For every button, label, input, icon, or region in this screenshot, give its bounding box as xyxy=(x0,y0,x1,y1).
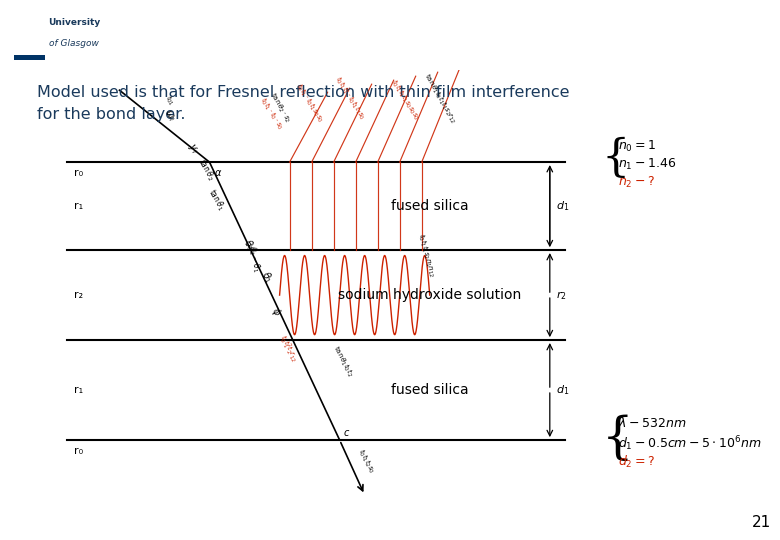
Text: $t_0 t_1 t_1 s_2 n_1 n_{12}$: $t_0 t_1 t_1 s_2 n_1 n_{12}$ xyxy=(415,232,437,278)
Text: r₀: r₀ xyxy=(74,446,83,456)
Text: University: University xyxy=(48,18,100,27)
Text: $\tan\theta_1$: $\tan\theta_1$ xyxy=(204,187,227,214)
Text: {: { xyxy=(602,137,630,180)
Text: $d_1 - 0.5cm - 5\cdot10^6nm$: $d_1 - 0.5cm - 5\cdot10^6nm$ xyxy=(618,434,761,453)
Text: $c$: $c$ xyxy=(342,428,350,438)
Text: $n_1 - 1.46$: $n_1 - 1.46$ xyxy=(618,157,676,172)
Bar xyxy=(1,3,122,68)
Text: $\theta_0$: $\theta_0$ xyxy=(239,237,257,254)
Text: $t_0 t_1 t_2 s_0$: $t_0 t_1 t_2 s_0$ xyxy=(355,447,377,475)
Text: $\lambda - 532nm$: $\lambda - 532nm$ xyxy=(618,416,686,430)
Text: $n_0 = 1$: $n_0 = 1$ xyxy=(618,139,656,154)
Text: $d_2 = ?$: $d_2 = ?$ xyxy=(618,454,655,470)
Text: r₀: r₀ xyxy=(74,168,83,178)
Text: $t_0 t_1 \cdot t_0 t_1 s_0 s_0$: $t_0 t_1 \cdot t_0 t_1 s_0 s_0$ xyxy=(293,82,326,125)
Text: fused silica: fused silica xyxy=(391,199,469,213)
Text: $\phi$: $\phi$ xyxy=(268,305,284,319)
Text: for the bond layer.: for the bond layer. xyxy=(37,107,186,122)
Bar xyxy=(14,56,45,60)
Text: fused silica: fused silica xyxy=(391,383,469,397)
Text: $r_2$: $r_2$ xyxy=(556,289,566,301)
Text: $\tan\theta_2$: $\tan\theta_2$ xyxy=(194,157,217,184)
Text: of Glasgow: of Glasgow xyxy=(49,39,99,48)
Text: sodium hydroxide solution: sodium hydroxide solution xyxy=(338,288,521,302)
Text: $\tan\theta_2 \cdot s_2$: $\tan\theta_2 \cdot s_2$ xyxy=(267,91,292,125)
Text: 21: 21 xyxy=(753,515,771,530)
Text: $\omega_i$: $\omega_i$ xyxy=(161,107,178,124)
Text: $\tan\theta_1 t_0 t_1 t_1 s_2 r_{12}$: $\tan\theta_1 t_0 t_1 t_1 s_2 r_{12}$ xyxy=(421,71,459,125)
Text: $t_{01}$: $t_{01}$ xyxy=(162,93,177,108)
Text: Model used is that for Fresnel reflection with thin film interference: Model used is that for Fresnel reflectio… xyxy=(37,85,570,100)
Text: $d_1$: $d_1$ xyxy=(556,383,569,397)
Text: $n_2 - ?$: $n_2 - ?$ xyxy=(618,175,654,190)
Text: $\tan\theta_1 t_0 t_2$: $\tan\theta_1 t_0 t_2$ xyxy=(330,343,356,379)
Text: $t_0 t_1 t_1 \cdot t_0 t_1 t_1 s_0$: $t_0 t_1 t_1 \cdot t_0 t_1 t_1 s_0$ xyxy=(332,74,367,122)
Text: $\alpha$: $\alpha$ xyxy=(214,168,222,178)
Text: $d_1$: $d_1$ xyxy=(556,199,569,213)
Text: $t_0 t_1^2 t_2 r_{12}$: $t_0 t_1^2 t_2 r_{12}$ xyxy=(275,332,300,365)
Text: Optical reflectivity set-up: Optical reflectivity set-up xyxy=(318,23,618,47)
Text: r₁: r₁ xyxy=(74,385,83,395)
Text: $y_i$: $y_i$ xyxy=(185,141,200,156)
Text: $t_0 t_1 t_1 t_1 s_0 s_0 s_0$: $t_0 t_1 t_1 t_1 s_0 s_0 s_0$ xyxy=(388,77,422,122)
Text: r₂: r₂ xyxy=(74,290,83,300)
Text: r₁: r₁ xyxy=(74,201,83,211)
Text: $\theta_2 - \theta_1$: $\theta_2 - \theta_1$ xyxy=(245,245,262,274)
Text: {: { xyxy=(602,414,633,463)
Text: $\theta_1$: $\theta_1$ xyxy=(257,269,275,286)
Text: $t_0 t_1 \cdot t_0 \cdot s_0$: $t_0 t_1 \cdot t_0 \cdot s_0$ xyxy=(257,95,286,132)
